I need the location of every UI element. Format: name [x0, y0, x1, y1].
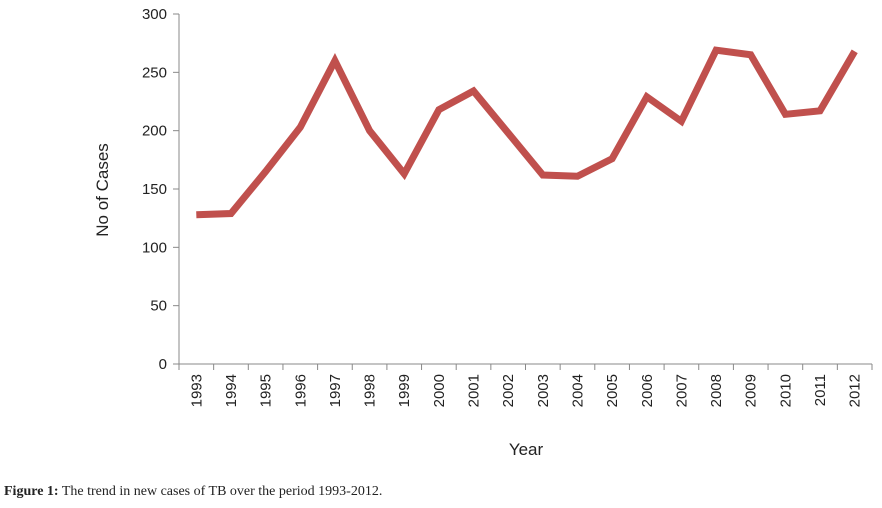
figure-caption: Figure 1: The trend in new cases of TB o… — [4, 484, 382, 500]
series-line — [196, 46, 858, 219]
y-tick-label: 200 — [142, 123, 167, 140]
x-tick-label: 2000 — [431, 374, 448, 407]
x-tick-label: 1995 — [258, 374, 275, 407]
x-tick-label: 2010 — [777, 374, 794, 407]
x-tick-label: 1996 — [292, 374, 309, 407]
x-tick-label: 2004 — [569, 374, 586, 407]
x-tick-label: 2008 — [708, 374, 725, 407]
x-tick-label: 2003 — [535, 374, 552, 407]
x-tick-label: 2001 — [466, 374, 483, 407]
x-tick-label: 1994 — [223, 374, 240, 407]
y-tick-label: 0 — [159, 356, 167, 373]
y-tick-label: 150 — [142, 181, 167, 198]
x-tick-label: 1993 — [188, 374, 205, 407]
x-tick-label: 2002 — [500, 374, 517, 407]
x-tick-label: 2012 — [847, 374, 864, 407]
y-tick-label: 50 — [150, 298, 167, 315]
x-tick-label: 2005 — [604, 374, 621, 407]
x-axis-title: Year — [509, 440, 544, 459]
x-tick-label: 1999 — [396, 374, 413, 407]
x-axis-ticks: 1993 1994 1995 1996 1997 1998 1999 2000 2001 2002… — [178, 364, 873, 407]
x-tick-label: 2006 — [639, 374, 656, 407]
x-tick-label: 2007 — [673, 374, 690, 407]
y-tick-label: 250 — [142, 64, 167, 81]
x-tick-label: 1998 — [362, 374, 379, 407]
y-axis-title: No of Cases — [93, 143, 112, 237]
y-axis-ticks: 0 50 100 150 200 250 300 — [142, 6, 179, 373]
y-tick-label: 300 — [142, 6, 167, 23]
caption-label: Figure 1: — [4, 484, 59, 499]
x-tick-label: 2011 — [812, 374, 829, 406]
x-tick-label: 1997 — [327, 374, 344, 407]
y-tick-label: 100 — [142, 239, 167, 256]
x-tick-label: 2009 — [743, 374, 760, 407]
caption-text: The trend in new cases of TB over the pe… — [58, 484, 383, 499]
